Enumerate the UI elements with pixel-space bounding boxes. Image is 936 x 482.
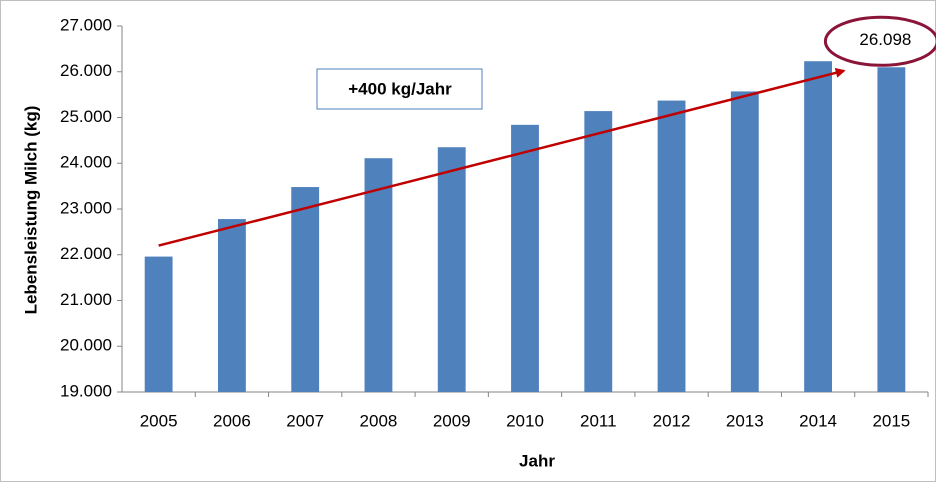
- y-tick-label: 27.000: [60, 15, 112, 34]
- x-tick-label: 2015: [872, 411, 910, 430]
- x-tick-label: 2013: [726, 411, 764, 430]
- y-tick-label: 26.000: [60, 61, 112, 80]
- bar: [364, 158, 393, 392]
- x-tick-label: 2009: [433, 411, 471, 430]
- x-tick-label: 2008: [360, 411, 398, 430]
- x-tick-label: 2014: [799, 411, 837, 430]
- value-label: 26.098: [859, 30, 911, 49]
- bar: [291, 187, 320, 392]
- y-axis-title: Lebensleistung Milch (kg): [21, 106, 40, 315]
- trend-line: [158, 67, 846, 247]
- bar: [584, 111, 613, 392]
- bar: [804, 61, 833, 392]
- x-tick-label: 2005: [140, 411, 178, 430]
- bar: [730, 91, 759, 393]
- y-tick-label: 24.000: [60, 153, 112, 172]
- bar: [657, 100, 686, 392]
- bar: [437, 147, 466, 392]
- y-tick-label: 25.000: [60, 107, 112, 126]
- x-tick-label: 2011: [580, 411, 617, 430]
- trend-label-box: [316, 68, 483, 110]
- y-tick-label: 22.000: [60, 244, 112, 263]
- x-axis-title: Jahr: [519, 451, 555, 470]
- bar: [144, 256, 173, 392]
- x-tick-label: 2010: [506, 411, 544, 430]
- y-tick-label: 23.000: [60, 198, 112, 217]
- bar: [217, 219, 246, 392]
- y-tick-label: 21.000: [60, 290, 112, 309]
- x-tick-label: 2006: [213, 411, 251, 430]
- trend-label: +400 kg/Jahr: [348, 79, 452, 98]
- x-tick-label: 2007: [286, 411, 324, 430]
- value-label-box: [851, 25, 912, 54]
- x-tick-label: 2012: [653, 411, 691, 430]
- bar: [877, 67, 906, 392]
- bar: [511, 124, 539, 392]
- y-tick-label: 19.000: [60, 381, 112, 400]
- y-tick-label: 20.000: [60, 336, 112, 355]
- highlight-ellipse: [823, 15, 936, 67]
